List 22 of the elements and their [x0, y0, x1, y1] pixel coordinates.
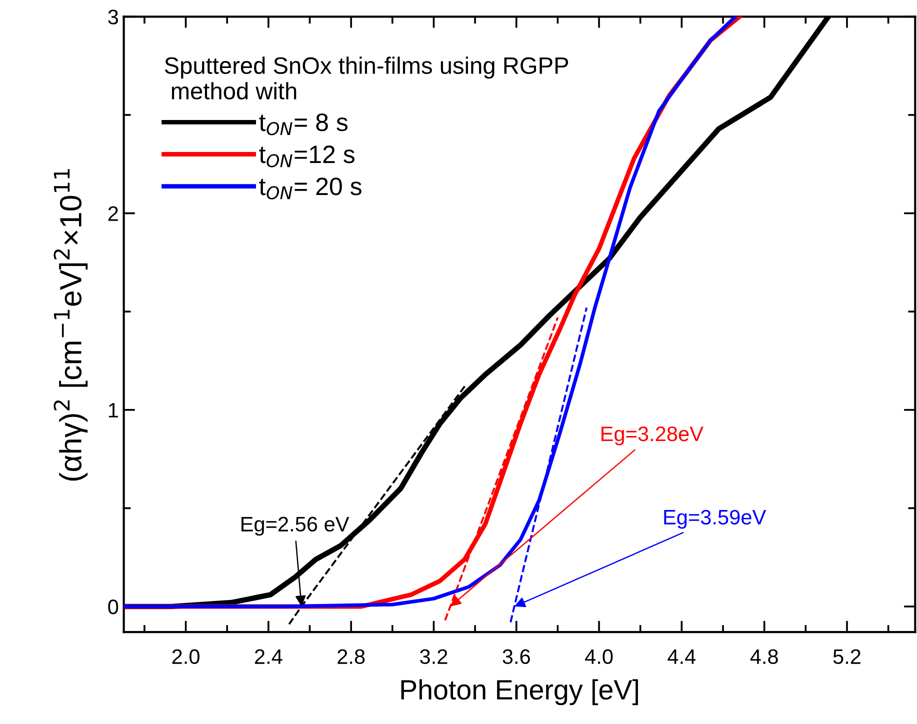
x-tick-label: 2.8 — [338, 649, 365, 664]
x-tick-label: 4.8 — [750, 649, 778, 664]
x-tick-label: 3.6 — [502, 649, 530, 664]
annotation: Eg=2.56 eV — [242, 516, 350, 536]
x-axis-title: Photon Energy [eV] — [401, 679, 638, 706]
annotation: Eg=3.59eV — [664, 510, 766, 529]
x-tick-label: 2.0 — [172, 649, 200, 664]
x-tick-label: 2.4 — [255, 649, 282, 664]
x-tick-label: 4.0 — [585, 649, 613, 664]
y-tick-label: 2 — [108, 206, 118, 221]
annotation: Eg=3.28eV — [602, 426, 704, 446]
legend-title: Sputtered SnOx thin-films using RGPP method with — [164, 56, 568, 100]
x-tick-label: 5.2 — [833, 649, 860, 664]
x-tick-label: 3.2 — [420, 649, 448, 664]
legend-label: t$_{ON}$= 8 s — [259, 113, 348, 136]
x-tick-label: 4.4 — [668, 649, 696, 664]
y-axis-title: (αhγ)$^{2}$ [cm$^{−1}$eV]$^{2}$×10$^{11}$ — [54, 169, 88, 481]
y-tick-label: 1 — [108, 403, 118, 418]
legend-label: t$_{ON}$=12 s — [259, 146, 354, 168]
legend-label: t$_{ON}$= 20 s — [259, 178, 362, 200]
y-tick-label: 3 — [108, 10, 118, 24]
y-tick-label: 0 — [108, 599, 118, 614]
